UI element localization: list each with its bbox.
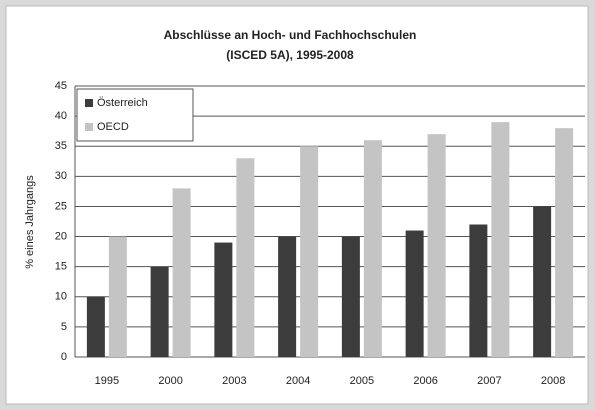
- bar: [427, 134, 446, 357]
- y-tick-label: 45: [55, 80, 67, 92]
- y-tick-label: 20: [55, 230, 67, 242]
- bar: [86, 296, 105, 357]
- bar: [341, 236, 360, 357]
- y-tick-label: 25: [55, 200, 67, 212]
- legend-swatch: [85, 99, 93, 107]
- bar: [469, 224, 488, 357]
- x-tick-label: 1995: [95, 375, 119, 387]
- x-tick-label: 2000: [158, 375, 182, 387]
- y-tick-label: 10: [55, 291, 67, 303]
- x-tick-label: 2004: [286, 375, 310, 387]
- legend-swatch: [85, 123, 93, 131]
- legend-box: [76, 88, 194, 142]
- x-tick-label: 2008: [541, 375, 565, 387]
- x-tick-label: 2007: [477, 375, 501, 387]
- bar: [491, 122, 510, 357]
- bar: [214, 242, 233, 357]
- legend-label: Österreich: [97, 97, 148, 109]
- x-tick-label: 2005: [350, 375, 374, 387]
- bar: [150, 266, 169, 357]
- bar: [533, 206, 552, 357]
- x-tick-label: 2006: [413, 375, 437, 387]
- bar: [405, 230, 424, 357]
- y-tick-label: 0: [61, 351, 67, 363]
- bar: [172, 188, 191, 357]
- y-tick-label: 15: [55, 261, 67, 273]
- bar: [278, 236, 297, 357]
- bar: [108, 236, 127, 357]
- chart-title: (ISCED 5A), 1995-2008: [226, 48, 354, 62]
- bar: [555, 128, 574, 357]
- legend-label: OECD: [97, 121, 129, 133]
- y-tick-label: 30: [55, 170, 67, 182]
- y-tick-label: 35: [55, 140, 67, 152]
- bar: [363, 140, 382, 357]
- y-tick-label: 5: [61, 321, 67, 333]
- bar: [236, 158, 255, 357]
- bar: [300, 146, 319, 357]
- y-tick-label: 40: [55, 110, 67, 122]
- x-tick-label: 2003: [222, 375, 246, 387]
- y-axis-label: % eines Jahrgangs: [24, 175, 36, 269]
- chart-title: Abschlüsse an Hoch- und Fachhochschulen: [164, 28, 417, 42]
